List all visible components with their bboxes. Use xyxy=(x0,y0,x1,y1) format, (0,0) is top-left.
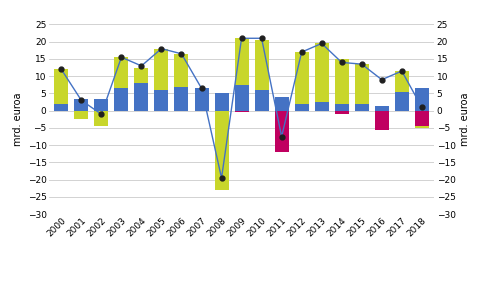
Bar xyxy=(275,111,288,152)
Bar xyxy=(54,104,69,111)
Bar xyxy=(254,90,269,111)
Bar xyxy=(375,111,389,130)
Bar xyxy=(235,85,248,111)
Bar xyxy=(315,102,329,111)
Bar xyxy=(214,111,229,190)
Bar xyxy=(74,111,88,119)
Bar xyxy=(135,68,148,83)
Bar xyxy=(175,54,188,87)
Bar xyxy=(395,92,409,111)
Bar xyxy=(415,111,429,126)
Bar xyxy=(175,87,188,111)
Bar xyxy=(335,104,349,111)
Bar xyxy=(355,64,369,104)
Bar xyxy=(315,43,329,102)
Bar xyxy=(214,93,229,111)
Bar xyxy=(275,97,288,111)
Bar xyxy=(335,59,349,104)
Bar xyxy=(415,111,429,128)
Bar xyxy=(355,104,369,111)
Y-axis label: mrd. euroa: mrd. euroa xyxy=(13,93,23,146)
Bar xyxy=(195,88,209,111)
Y-axis label: mrd. euroa: mrd. euroa xyxy=(460,93,470,146)
Bar xyxy=(235,38,248,85)
Bar xyxy=(235,111,248,112)
Bar xyxy=(154,90,169,111)
Bar xyxy=(275,111,288,149)
Bar xyxy=(395,71,409,92)
Bar xyxy=(295,52,309,104)
Bar xyxy=(114,88,128,111)
Bar xyxy=(375,106,389,111)
Bar xyxy=(254,40,269,90)
Bar xyxy=(415,88,429,111)
Bar xyxy=(154,49,169,90)
Bar xyxy=(94,99,108,111)
Bar xyxy=(335,111,349,114)
Bar xyxy=(114,57,128,88)
Bar xyxy=(54,69,69,104)
Bar xyxy=(74,99,88,111)
Bar xyxy=(295,104,309,111)
Bar xyxy=(94,111,108,126)
Bar xyxy=(135,83,148,111)
